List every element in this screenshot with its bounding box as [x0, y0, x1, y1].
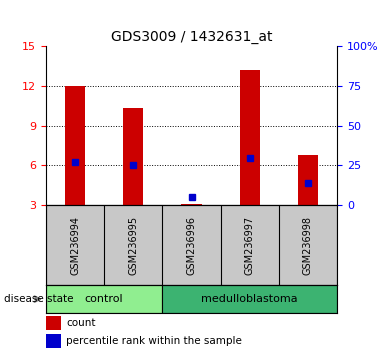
Text: control: control	[85, 294, 123, 304]
Text: GSM236998: GSM236998	[303, 216, 313, 275]
Bar	[46, 285, 162, 313]
Text: percentile rank within the sample: percentile rank within the sample	[66, 336, 242, 346]
Bar	[298, 155, 318, 205]
Bar	[162, 285, 337, 313]
Bar	[46, 334, 61, 348]
Text: disease state: disease state	[4, 294, 73, 304]
Bar	[239, 70, 260, 205]
Text: medulloblastoma: medulloblastoma	[201, 294, 298, 304]
Bar	[123, 108, 144, 205]
Text: GSM236995: GSM236995	[128, 216, 138, 275]
Bar	[46, 316, 61, 330]
Bar	[181, 204, 202, 205]
Text: GSM236994: GSM236994	[70, 216, 80, 275]
Title: GDS3009 / 1432631_at: GDS3009 / 1432631_at	[111, 30, 272, 44]
Bar	[65, 86, 85, 205]
Text: count: count	[66, 318, 96, 328]
Text: GSM236997: GSM236997	[245, 216, 255, 275]
Text: GSM236996: GSM236996	[187, 216, 196, 275]
